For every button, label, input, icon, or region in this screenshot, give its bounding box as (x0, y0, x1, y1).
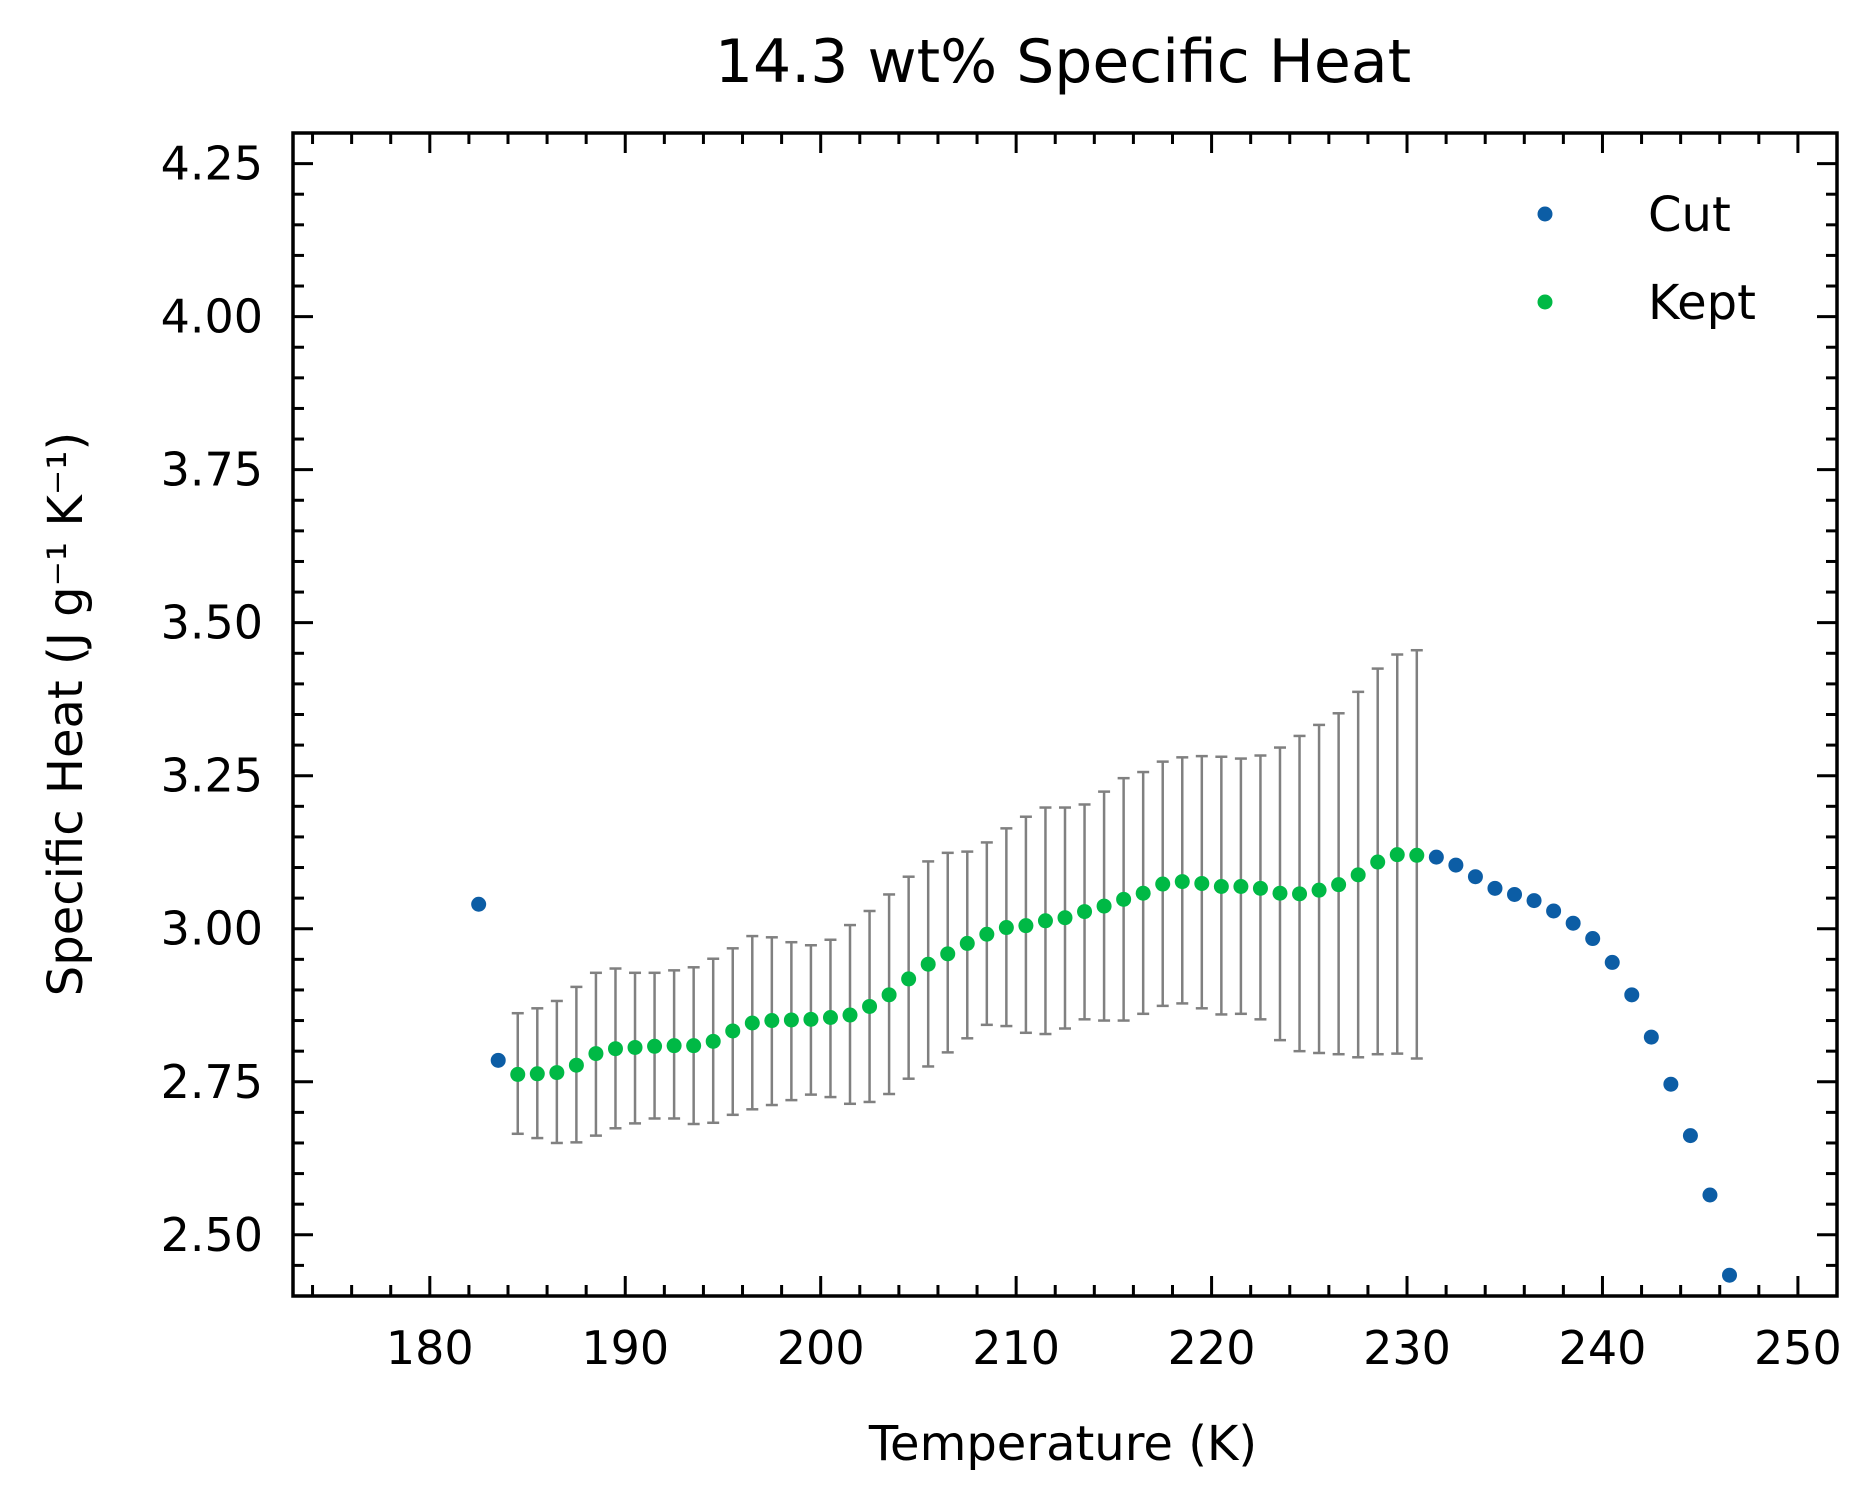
cut-point (1448, 857, 1464, 873)
kept-point (940, 946, 956, 962)
y-tick-label: 4.25 (161, 137, 263, 191)
y-axis-ticks: 2.50 2.75 3.00 3.25 3.50 3.75 4.00 4.25 (161, 137, 1837, 1262)
x-tick-label: 180 (386, 1321, 474, 1375)
kept-point (1233, 879, 1249, 895)
legend: Cut Kept (1537, 187, 1756, 331)
kept-point (549, 1065, 565, 1081)
cut-point (1467, 869, 1483, 885)
kept-point (1037, 913, 1053, 929)
cut-point (1428, 849, 1444, 865)
legend-marker-cut (1537, 206, 1553, 222)
kept-point (764, 1013, 780, 1029)
kept-point (744, 1015, 760, 1031)
cut-point (1663, 1076, 1679, 1092)
cut-point (1682, 1128, 1698, 1144)
kept-point (1252, 880, 1268, 896)
chart-title: 14.3 wt% Specific Heat (715, 27, 1411, 97)
kept-point (607, 1041, 623, 1057)
kept-point (998, 920, 1014, 936)
y-axis-label: Specific Heat (J g⁻¹ K⁻¹) (38, 432, 94, 996)
y-tick-label: 3.25 (161, 749, 263, 803)
legend-label-cut: Cut (1648, 187, 1731, 243)
x-tick-label: 210 (972, 1321, 1060, 1375)
kept-point (1389, 847, 1405, 863)
cut-point (1604, 954, 1620, 970)
y-tick-label: 3.75 (161, 443, 263, 497)
y-tick-label: 4.00 (161, 290, 263, 344)
kept-point (1174, 874, 1190, 890)
minor-ticks (293, 131, 1839, 1298)
kept-point (1018, 918, 1034, 934)
kept-point (920, 956, 936, 972)
cut-point (1487, 880, 1503, 896)
x-tick-label: 240 (1559, 1321, 1647, 1375)
x-tick-label: 200 (777, 1321, 865, 1375)
kept-point (588, 1046, 604, 1062)
kept-point (1292, 886, 1308, 902)
cut-point (1643, 1029, 1659, 1045)
kept-point (1311, 882, 1327, 898)
kept-point (783, 1012, 799, 1028)
kept-point (725, 1023, 741, 1039)
x-axis-ticks: 180 190 200 210 220 230 240 250 (386, 133, 1842, 1375)
kept-point (1155, 876, 1171, 892)
kept-point (979, 926, 995, 942)
kept-point (1350, 867, 1366, 883)
kept-point (1331, 877, 1347, 893)
y-tick-label: 3.50 (161, 596, 263, 650)
cut-point (471, 896, 487, 912)
kept-point (842, 1007, 858, 1023)
cut-point (1565, 915, 1581, 931)
kept-point (822, 1009, 838, 1025)
kept-point (959, 935, 975, 951)
kept-point (862, 998, 878, 1014)
x-tick-label: 250 (1754, 1321, 1842, 1375)
kept-point (1194, 875, 1210, 891)
kept-point (803, 1011, 819, 1027)
kept-point (1057, 910, 1073, 926)
y-tick-label: 2.75 (161, 1055, 263, 1109)
y-tick-label: 3.00 (161, 902, 263, 956)
kept-point (627, 1039, 643, 1055)
kept-point (1213, 879, 1229, 895)
x-tick-label: 220 (1168, 1321, 1256, 1375)
kept-point (1077, 904, 1093, 920)
cut-point (490, 1052, 506, 1068)
x-axis-label: Temperature (K) (868, 1416, 1257, 1472)
kept-point (901, 971, 917, 987)
cut-point (1702, 1187, 1718, 1203)
plot-frame (291, 131, 1839, 1298)
kept-point (568, 1057, 584, 1073)
x-tick-label: 230 (1363, 1321, 1451, 1375)
data-points (471, 847, 1738, 1283)
kept-point (647, 1038, 663, 1054)
kept-point (1135, 885, 1151, 901)
kept-point (666, 1038, 682, 1054)
cut-point (1624, 987, 1640, 1003)
kept-point (510, 1066, 526, 1082)
cut-point (1585, 931, 1601, 947)
cut-point (1507, 886, 1523, 902)
kept-point (1370, 854, 1386, 870)
cut-point (1722, 1267, 1738, 1283)
kept-point (686, 1038, 702, 1054)
kept-point (705, 1033, 721, 1049)
cut-point (1546, 903, 1562, 919)
kept-point (1096, 898, 1112, 914)
kept-point (529, 1066, 545, 1082)
legend-label-kept: Kept (1648, 275, 1756, 331)
legend-marker-kept (1537, 294, 1553, 310)
x-tick-label: 190 (581, 1321, 669, 1375)
y-tick-label: 2.50 (161, 1208, 263, 1262)
kept-point (1272, 885, 1288, 901)
kept-point (1409, 847, 1425, 863)
cut-point (1526, 893, 1542, 909)
kept-point (881, 987, 897, 1003)
kept-point (1116, 891, 1132, 907)
